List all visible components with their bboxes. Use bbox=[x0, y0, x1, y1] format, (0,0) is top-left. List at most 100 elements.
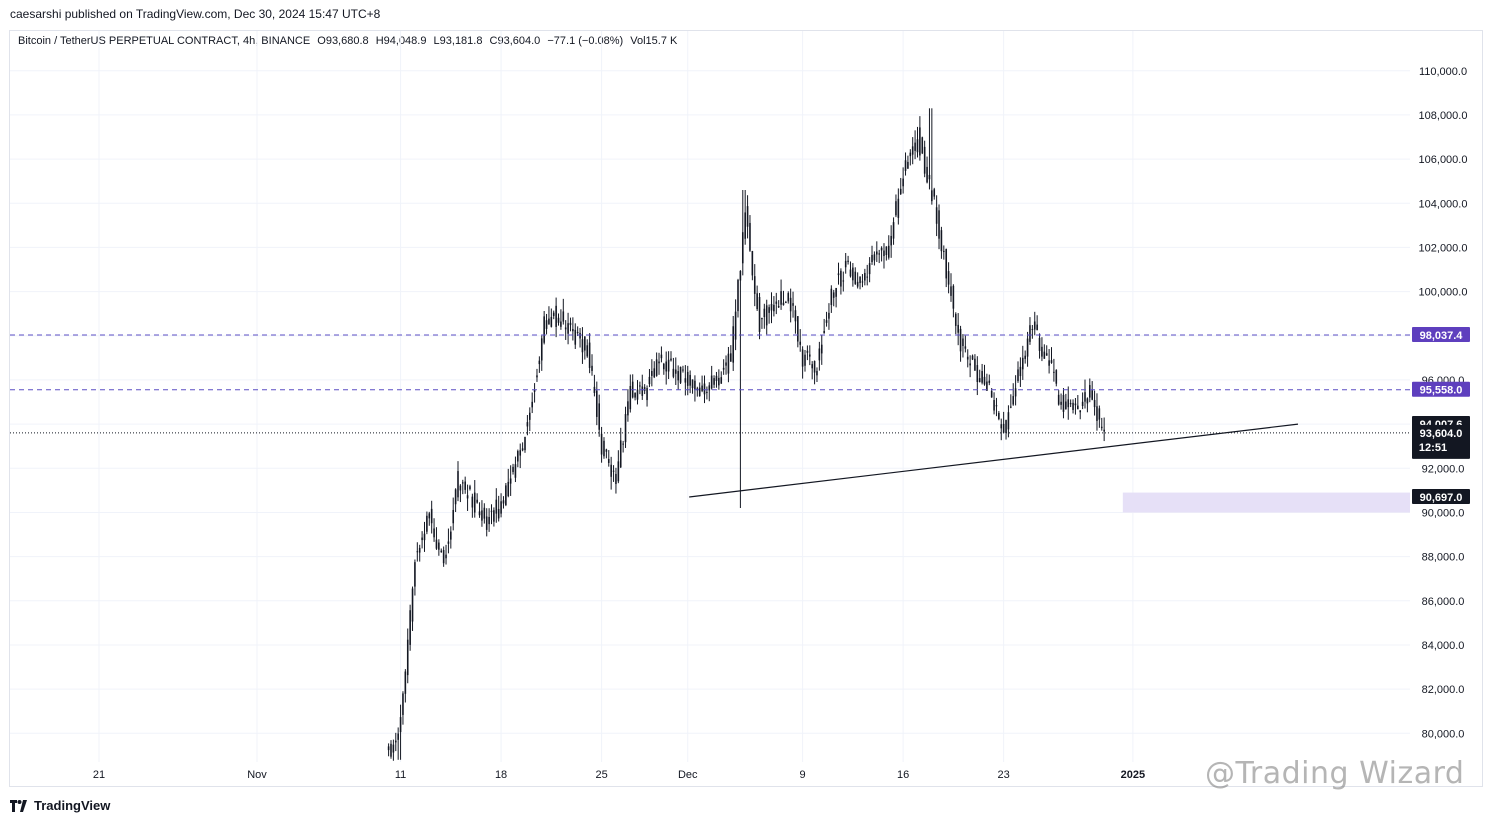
candle-body bbox=[1048, 360, 1050, 366]
candle-body bbox=[634, 392, 636, 398]
candle-body bbox=[560, 321, 562, 327]
candle-body bbox=[825, 320, 828, 323]
y-tick-label: 88,000.0 bbox=[1422, 552, 1465, 564]
candle-body bbox=[478, 511, 481, 516]
candle-body bbox=[830, 288, 833, 305]
candle-body bbox=[813, 361, 816, 373]
candle-body bbox=[409, 610, 411, 645]
candle-body bbox=[643, 387, 646, 391]
candle-body bbox=[426, 515, 428, 532]
candle-body bbox=[933, 189, 936, 197]
candle-body bbox=[574, 329, 577, 345]
candle-body bbox=[557, 317, 560, 323]
tag-upper-line: 98,037.4 bbox=[1420, 330, 1464, 342]
candle-body bbox=[935, 207, 938, 224]
candle-body bbox=[495, 499, 498, 514]
candle-body bbox=[665, 361, 668, 372]
candle-body bbox=[885, 246, 888, 256]
candle-body bbox=[1065, 401, 1067, 410]
candle-body bbox=[1024, 355, 1026, 359]
candle-body bbox=[674, 369, 677, 374]
candle-body bbox=[507, 481, 510, 497]
candle-body bbox=[500, 501, 502, 514]
candle-body bbox=[497, 508, 500, 519]
candle-body bbox=[392, 744, 395, 753]
candle-body bbox=[1074, 403, 1077, 406]
candle-body bbox=[727, 353, 730, 374]
candle-body bbox=[730, 353, 732, 362]
price-zone-layer bbox=[1122, 492, 1410, 513]
legend-symbol[interactable]: Bitcoin / TetherUS PERPETUAL CONTRACT, 4… bbox=[18, 35, 311, 47]
candle-body bbox=[619, 440, 622, 468]
candle-body bbox=[406, 639, 409, 676]
candle-body bbox=[622, 443, 624, 445]
x-tick-label: Dec bbox=[678, 769, 698, 781]
candle-body bbox=[921, 137, 924, 154]
y-tick-label: 84,000.0 bbox=[1422, 640, 1465, 652]
candle-body bbox=[1069, 403, 1072, 405]
candle-body bbox=[950, 286, 952, 296]
candle-body bbox=[883, 250, 885, 257]
candle-body bbox=[519, 450, 522, 456]
candle-body bbox=[402, 693, 404, 715]
candle-body bbox=[605, 449, 608, 452]
candle-body bbox=[794, 310, 797, 322]
legend-close: C93,604.0 bbox=[489, 35, 541, 47]
candle-body bbox=[899, 188, 902, 195]
candle-body bbox=[469, 486, 471, 490]
candle-body bbox=[694, 380, 696, 390]
candle-body bbox=[481, 510, 483, 521]
candle-body bbox=[624, 414, 627, 443]
candle-body bbox=[1081, 401, 1084, 406]
candle-body bbox=[423, 533, 426, 541]
tag-last-price-bg bbox=[1412, 424, 1470, 459]
candle-body bbox=[536, 375, 538, 378]
tradingview-logo[interactable]: TradingView bbox=[10, 798, 110, 813]
candle-body bbox=[548, 318, 550, 324]
candle-body bbox=[749, 222, 751, 251]
y-tick-label: 110,000.0 bbox=[1419, 66, 1467, 78]
candle-body bbox=[540, 338, 543, 361]
candle-body bbox=[411, 588, 414, 622]
y-tick-label: 102,000.0 bbox=[1419, 242, 1468, 254]
candle-body bbox=[768, 307, 770, 313]
candle-body bbox=[916, 139, 919, 153]
candle-body bbox=[710, 375, 713, 389]
candle-body bbox=[911, 146, 914, 155]
candle-body bbox=[995, 405, 998, 407]
candle-body bbox=[780, 291, 782, 305]
candle-body bbox=[761, 318, 763, 320]
candle-body bbox=[861, 281, 864, 283]
candle-body bbox=[1096, 406, 1098, 421]
candle-body bbox=[847, 260, 849, 262]
candle-body bbox=[938, 210, 940, 239]
candle-body bbox=[1029, 325, 1031, 342]
legend-low: L93,181.8 bbox=[433, 35, 483, 47]
candle-body bbox=[588, 342, 591, 368]
candle-body bbox=[442, 550, 445, 564]
candle-body bbox=[399, 717, 402, 733]
candle-body bbox=[892, 222, 895, 239]
candle-body bbox=[1077, 405, 1079, 410]
candle-body bbox=[663, 363, 665, 370]
candle-body bbox=[483, 507, 486, 519]
candle-body bbox=[473, 492, 476, 513]
candle-body bbox=[1005, 420, 1007, 433]
candle-body bbox=[524, 436, 526, 451]
candle-body bbox=[971, 355, 974, 360]
candle-body bbox=[890, 235, 892, 246]
horizontal-lines-layer bbox=[10, 334, 1410, 434]
candle-body bbox=[1045, 353, 1048, 356]
candle-body bbox=[576, 331, 579, 333]
x-tick-label: 23 bbox=[998, 769, 1010, 781]
candle-body bbox=[919, 127, 921, 156]
candle-body bbox=[854, 271, 857, 284]
candle-body bbox=[732, 326, 735, 363]
candle-body bbox=[701, 385, 703, 391]
candle-body bbox=[856, 281, 859, 287]
candle-body bbox=[521, 448, 524, 451]
candle-body bbox=[835, 288, 837, 297]
candle-body bbox=[416, 551, 419, 553]
candle-body bbox=[1019, 366, 1022, 377]
